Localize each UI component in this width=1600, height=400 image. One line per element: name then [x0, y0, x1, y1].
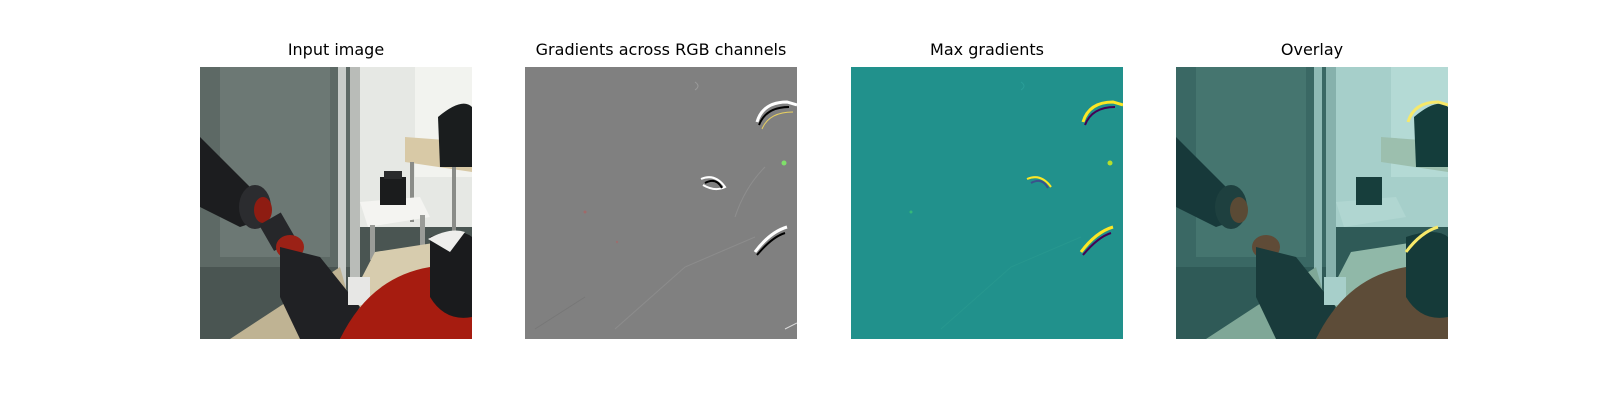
max-gradients-image [851, 67, 1123, 339]
gradients-rgb-image [525, 67, 797, 339]
gradients-rgb-map [525, 67, 797, 339]
overlay-image [1176, 67, 1448, 339]
max-gradients-map [851, 67, 1123, 339]
panel-title: Input image [287, 40, 385, 59]
input-image-photo [200, 67, 472, 339]
panel-title: Gradients across RGB channels [535, 40, 787, 59]
panel-title: Overlay [1280, 40, 1344, 59]
input-image [200, 67, 472, 339]
overlay-composite [1176, 67, 1448, 339]
panel-title: Max gradients [930, 40, 1044, 59]
